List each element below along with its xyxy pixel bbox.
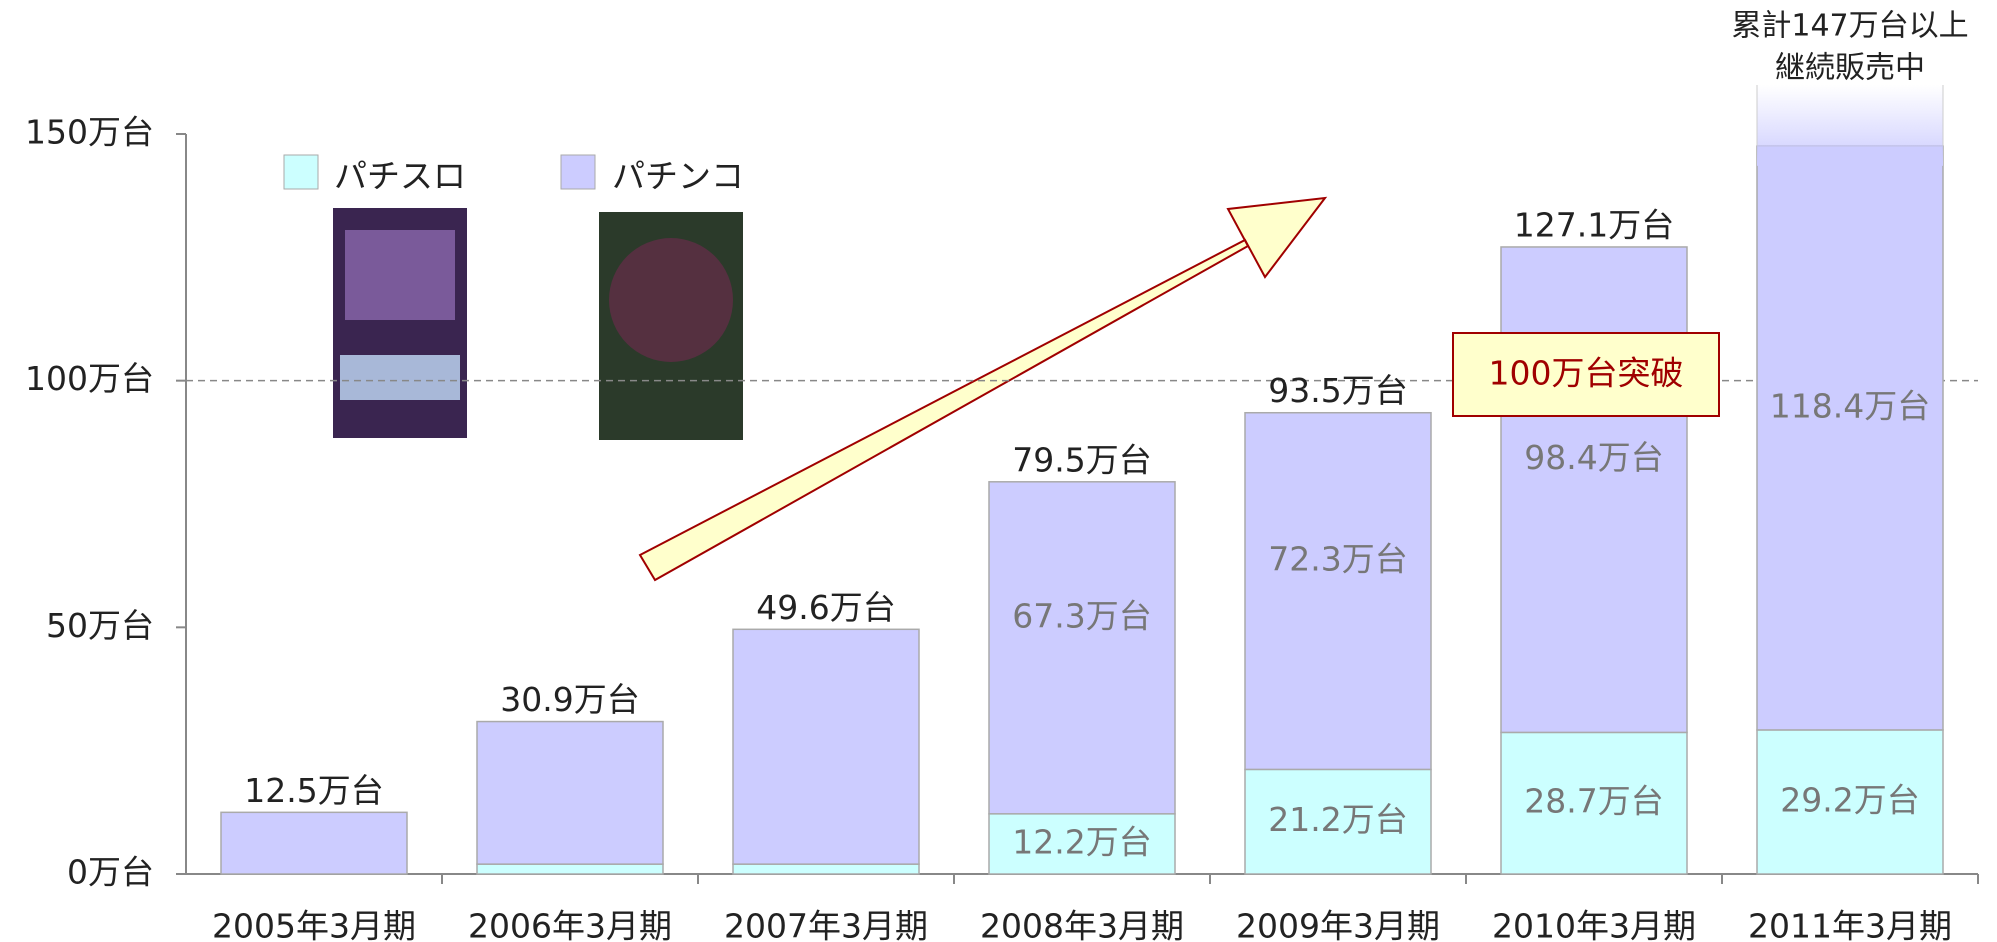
total-label: 79.5万台: [1012, 440, 1151, 479]
legend-swatch: [561, 155, 595, 189]
slot-image-panel: [345, 230, 455, 320]
bar-segment: [733, 629, 919, 864]
chart: パチスロ パチンコ 0万台 50万台 100万台 150万台 2005年3月期 12.5万…: [0, 0, 1997, 942]
value-label: 12.2万台: [1012, 823, 1151, 862]
x-tick-label: 2011年3月期: [1748, 907, 1952, 942]
total-label: 93.5万台: [1268, 371, 1407, 410]
annotation: 100万台突破: [1489, 354, 1684, 393]
value-label: 98.4万台: [1524, 438, 1663, 477]
x-tick-label: 2009年3月期: [1236, 907, 1440, 942]
legend-label: パチスロ: [334, 157, 466, 196]
y-tick-label: 100万台: [25, 359, 154, 398]
pachinko-image-panel: [609, 238, 733, 362]
bar-segment: [477, 864, 663, 874]
x-tick-label: 2010年3月期: [1492, 907, 1696, 942]
bar-segment: [733, 864, 919, 874]
x-tick-label: 2006年3月期: [468, 907, 672, 942]
total-label: 127.1万台: [1514, 205, 1674, 244]
bar-segment: [221, 812, 407, 874]
value-label: 21.2万台: [1268, 800, 1407, 839]
value-label: 29.2万台: [1780, 780, 1919, 819]
bar-segment: [1501, 247, 1687, 732]
x-tick-label: 2008年3月期: [980, 907, 1184, 942]
total-label: 12.5万台: [244, 771, 383, 810]
value-label: 118.4万台: [1770, 386, 1930, 425]
legend-swatch: [284, 155, 318, 189]
top-note: 継続販売中: [1775, 51, 1925, 86]
total-label: 30.9万台: [500, 680, 639, 719]
bar-segment: [477, 722, 663, 865]
top-note: 累計147万台以上: [1731, 9, 1968, 44]
bar-segment: [1245, 413, 1431, 770]
total-label: 49.6万台: [756, 588, 895, 627]
y-tick-label: 50万台: [46, 606, 154, 645]
legend: パチスロ パチンコ: [284, 155, 744, 196]
x-tick-label: 2007年3月期: [724, 907, 928, 942]
machine-images: [333, 208, 743, 440]
value-label: 72.3万台: [1268, 540, 1407, 579]
legend-label: パチンコ: [612, 157, 744, 196]
x-tick-label: 2005年3月期: [212, 907, 416, 942]
slot-image-panel: [340, 355, 460, 400]
y-tick-label: 0万台: [67, 853, 154, 892]
value-label: 67.3万台: [1012, 596, 1151, 635]
bar-fade: [1757, 85, 1943, 166]
bar-segment: [989, 482, 1175, 814]
y-tick-label: 150万台: [25, 113, 154, 152]
value-label: 28.7万台: [1524, 782, 1663, 821]
bar-segment: [1757, 146, 1943, 730]
